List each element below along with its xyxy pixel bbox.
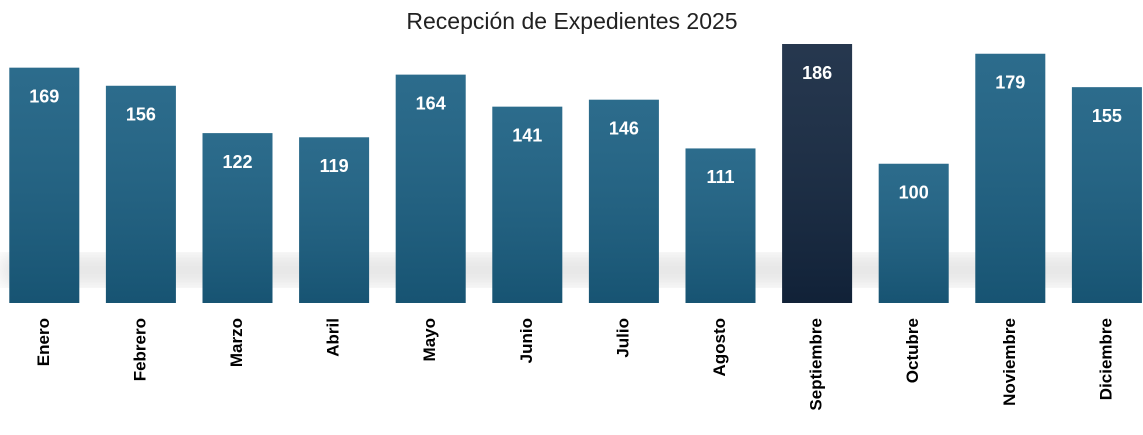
chart-title: Recepción de Expedientes 2025 — [406, 8, 737, 34]
value-label: 179 — [995, 72, 1025, 92]
x-tick-label: Enero — [34, 318, 53, 366]
x-tick-label: Febrero — [130, 318, 149, 381]
value-label: 119 — [320, 156, 349, 176]
bar-shade — [975, 53, 1046, 303]
value-label: 122 — [222, 152, 252, 172]
x-tick-label: Mayo — [420, 318, 439, 361]
bar-shade — [685, 148, 756, 303]
value-label: 155 — [1092, 106, 1122, 126]
bar-shade — [492, 106, 563, 304]
value-label: 164 — [416, 93, 446, 113]
bar-shade — [9, 67, 80, 303]
bar-shade — [299, 137, 370, 303]
bar-shade — [878, 163, 949, 303]
x-tick-label: Septiembre — [807, 318, 826, 411]
bar-shade — [588, 99, 659, 304]
bar-shade — [395, 74, 466, 304]
x-tick-label: Noviembre — [1000, 318, 1019, 406]
x-tick-label: Marzo — [227, 318, 246, 367]
value-label: 111 — [706, 167, 734, 187]
bar-shade — [202, 133, 273, 303]
value-label: 186 — [802, 63, 832, 83]
x-tick-label: Diciembre — [1096, 318, 1115, 400]
value-label: 100 — [899, 183, 929, 203]
value-label: 146 — [609, 118, 639, 138]
backdrop-shadow — [0, 255, 1143, 285]
bar-shade — [1071, 87, 1142, 304]
bar-shade — [782, 44, 853, 303]
value-label: 169 — [29, 86, 59, 106]
bar-shade — [105, 85, 176, 303]
x-tick-label: Agosto — [710, 318, 729, 377]
x-tick-label: Octubre — [903, 318, 922, 383]
x-tick-label: Abril — [324, 318, 343, 357]
x-tick-label: Julio — [613, 318, 632, 358]
x-tick-label: Junio — [517, 318, 536, 363]
value-label: 156 — [126, 105, 156, 125]
value-label: 141 — [512, 125, 542, 145]
